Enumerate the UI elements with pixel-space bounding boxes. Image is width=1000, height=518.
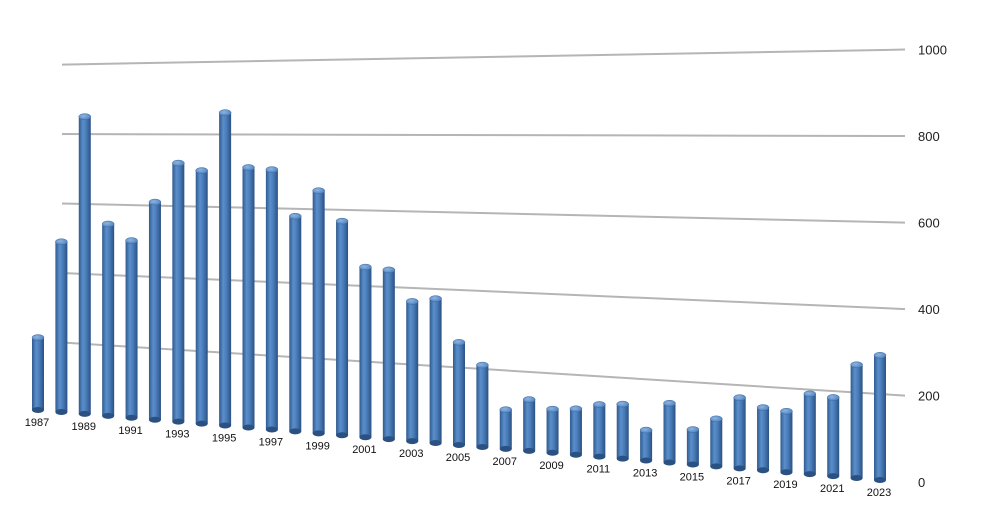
bar <box>686 426 700 468</box>
bar <box>663 399 676 466</box>
bar <box>756 404 770 474</box>
bar <box>125 237 138 421</box>
y-tick-label: 600 <box>918 216 940 231</box>
bar <box>616 400 629 462</box>
bar <box>780 407 793 476</box>
x-tick-label: 2023 <box>867 487 891 499</box>
y-axis-tick-labels: 0 200 400 600 800 1000 <box>918 43 947 491</box>
gridline <box>61 133 906 138</box>
bar <box>429 295 442 447</box>
bar <box>850 361 863 482</box>
gridline <box>61 202 906 224</box>
bar <box>873 352 887 483</box>
x-tick-label: 2003 <box>399 448 423 460</box>
bar <box>359 263 372 441</box>
gridline <box>61 272 906 311</box>
bar <box>242 164 255 431</box>
bar <box>499 406 513 452</box>
bar <box>335 217 349 439</box>
bar <box>312 187 325 437</box>
x-tick-label: 1989 <box>72 421 96 433</box>
bar <box>218 109 232 429</box>
x-tick-label: 2013 <box>633 468 657 480</box>
y-tick-label: 0 <box>918 475 925 490</box>
bar <box>31 334 45 413</box>
x-tick-label: 2001 <box>352 444 376 456</box>
bar <box>826 394 840 480</box>
gridline <box>61 48 906 66</box>
bar <box>639 426 653 464</box>
bar <box>546 405 559 456</box>
bar <box>148 198 162 423</box>
x-tick-label: 1993 <box>165 429 189 441</box>
x-tick-label: 2017 <box>726 475 750 487</box>
y-tick-label: 1000 <box>918 43 947 58</box>
bar <box>733 394 746 472</box>
y-tick-label: 200 <box>918 389 940 404</box>
bar <box>101 220 115 419</box>
bar <box>593 401 606 460</box>
bar <box>382 266 396 443</box>
x-tick-label: 1995 <box>212 433 236 445</box>
x-tick-label: 2007 <box>493 456 517 468</box>
y-tick-label: 400 <box>918 302 940 317</box>
x-tick-label: 2019 <box>773 479 797 491</box>
x-tick-label: 2021 <box>820 483 844 495</box>
x-tick-label: 1987 <box>25 417 49 429</box>
x-axis-tick-labels: 1987 1989 1991 1993 1995 1997 1999 2001 2003 2005… <box>25 417 891 499</box>
bar <box>452 339 466 448</box>
bar <box>265 166 279 433</box>
bar <box>55 238 68 415</box>
bar <box>405 298 419 445</box>
bar <box>195 167 208 427</box>
x-tick-label: 1999 <box>305 440 329 452</box>
bar <box>289 212 302 435</box>
bar <box>710 415 723 470</box>
bar <box>476 361 489 450</box>
bar <box>522 396 536 454</box>
x-tick-label: 1991 <box>118 425 142 437</box>
x-tick-label: 2011 <box>587 464 611 476</box>
bar <box>569 405 583 458</box>
bar <box>172 159 185 425</box>
y-tick-label: 800 <box>918 129 940 144</box>
x-tick-label: 2015 <box>680 471 704 483</box>
x-tick-label: 1997 <box>259 436 283 448</box>
bars <box>31 109 887 483</box>
bar <box>803 390 817 478</box>
x-tick-label: 2005 <box>446 452 470 464</box>
bar <box>78 113 92 417</box>
x-tick-label: 2009 <box>539 460 563 472</box>
gridlines <box>61 48 906 397</box>
